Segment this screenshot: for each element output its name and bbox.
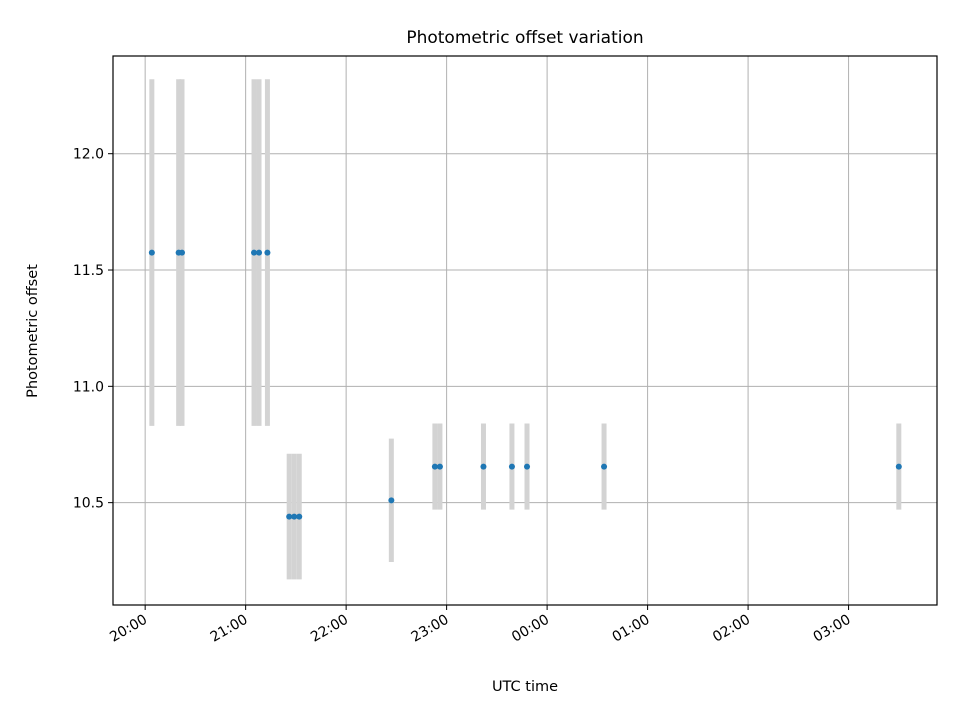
data-point: [436, 463, 443, 470]
data-point: [480, 463, 487, 470]
data-point: [388, 497, 395, 504]
y-axis-ticks: 10.5 11.0 11.5 12.0: [73, 147, 113, 512]
data-point: [291, 513, 298, 520]
data-point: [508, 463, 515, 470]
chart-title: Photometric offset variation: [406, 28, 643, 48]
y-tick-label: 12.0: [73, 147, 104, 163]
data-point: [431, 463, 438, 470]
data-point: [179, 249, 186, 256]
data-point: [895, 463, 902, 470]
data-point: [264, 249, 271, 256]
data-point: [296, 513, 303, 520]
y-axis-label: Photometric offset: [25, 264, 41, 398]
plot-frame: [112, 55, 938, 606]
data-point: [286, 513, 293, 520]
y-tick-label: 11.5: [73, 263, 104, 279]
data-point: [256, 249, 263, 256]
data-point: [251, 249, 258, 256]
data-point: [148, 249, 155, 256]
data-point: [524, 463, 531, 470]
data-points: [148, 249, 902, 520]
data-point: [601, 463, 608, 470]
x-axis-label: UTC time: [492, 679, 558, 695]
y-tick-label: 11.0: [73, 379, 104, 395]
y-tick-label: 10.5: [73, 496, 104, 512]
